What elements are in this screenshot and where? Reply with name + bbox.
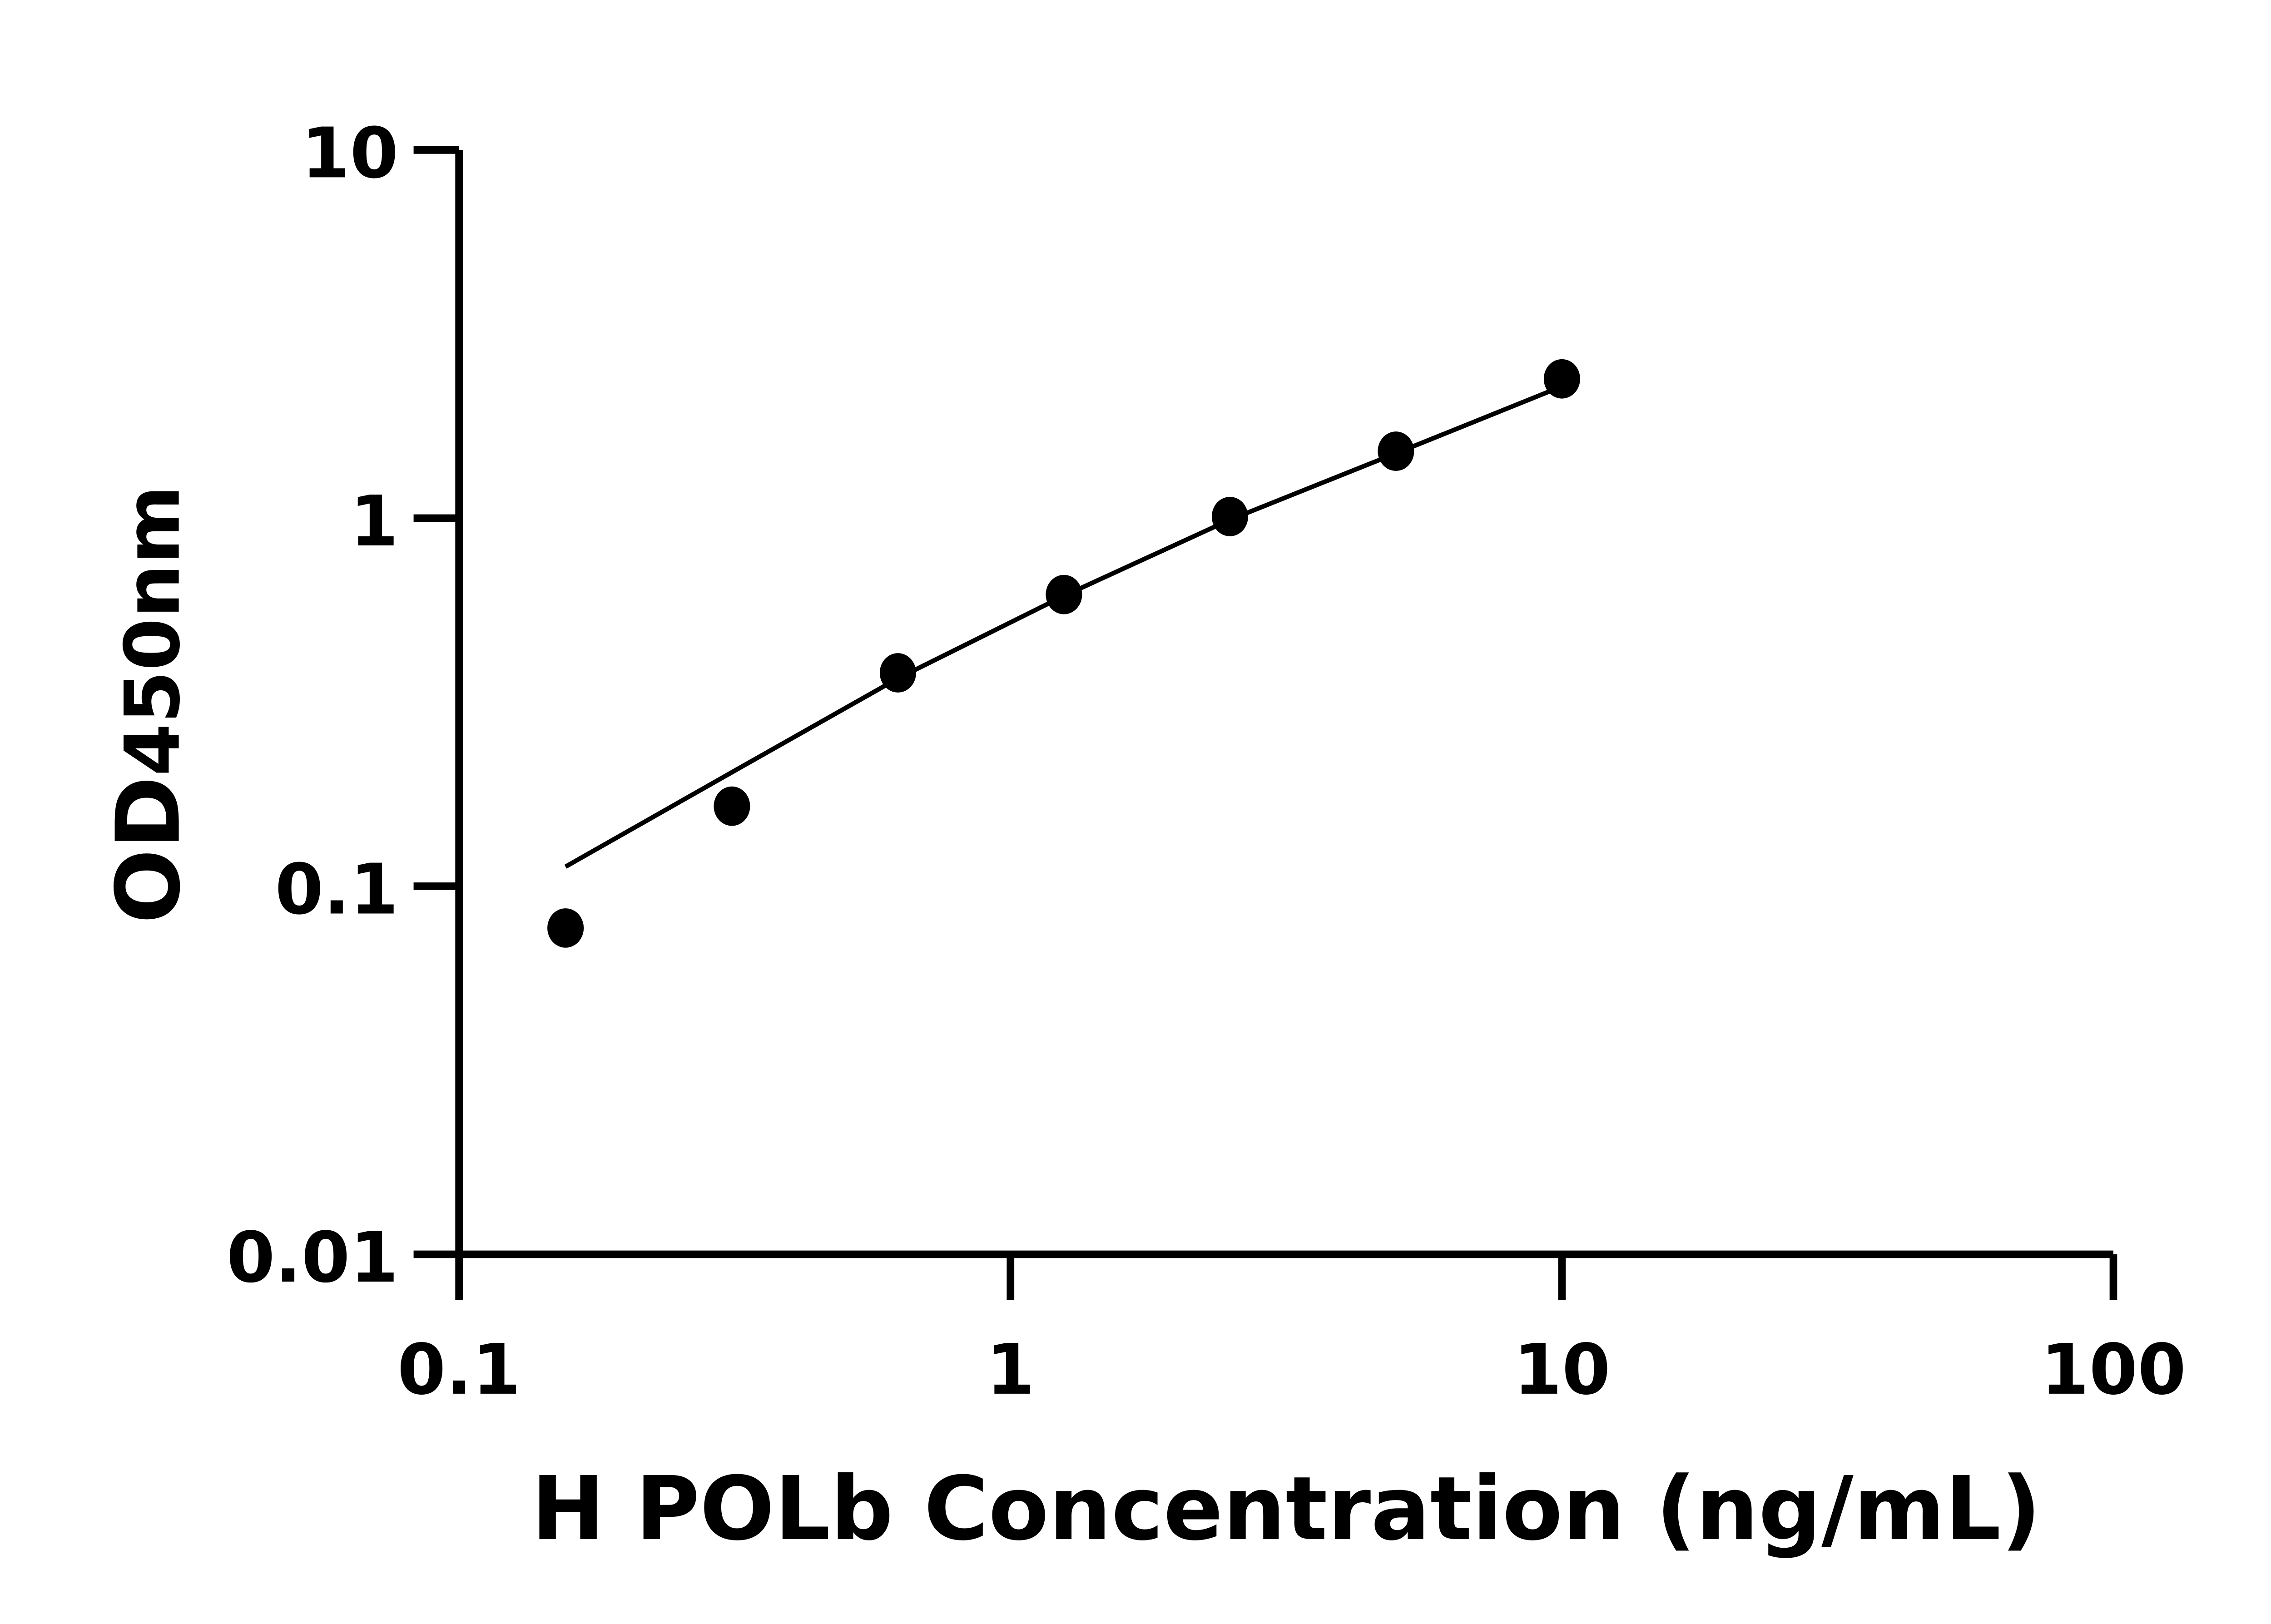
x-tick-label: 1 <box>986 1330 1035 1411</box>
y-axis-label: OD450nm <box>97 485 200 924</box>
data-point <box>1046 574 1082 614</box>
y-tick-label: 0.01 <box>227 1218 399 1298</box>
data-point <box>1211 497 1248 536</box>
data-point <box>714 786 750 826</box>
data-point <box>879 653 916 693</box>
data-point <box>1378 431 1414 471</box>
data-point <box>1543 359 1580 399</box>
axes: 0.1 1 10 100 0.01 0.1 1 10 <box>227 113 2186 1410</box>
x-tick-label: 100 <box>2041 1330 2186 1411</box>
y-axis-label-subscript: 450nm <box>109 485 197 776</box>
x-axis-label: H POLb Concentration (ng/mL) <box>531 1457 2041 1560</box>
data-points-layer <box>547 359 1580 948</box>
data-point <box>547 908 584 948</box>
y-axis-label-main: OD <box>97 776 200 924</box>
y-tick-label: 1 <box>350 481 398 562</box>
y-tick-label: 10 <box>302 113 399 194</box>
x-tick-label: 10 <box>1513 1330 1611 1411</box>
x-tick-label: 0.1 <box>397 1330 521 1411</box>
y-tick-label: 0.1 <box>275 849 398 930</box>
